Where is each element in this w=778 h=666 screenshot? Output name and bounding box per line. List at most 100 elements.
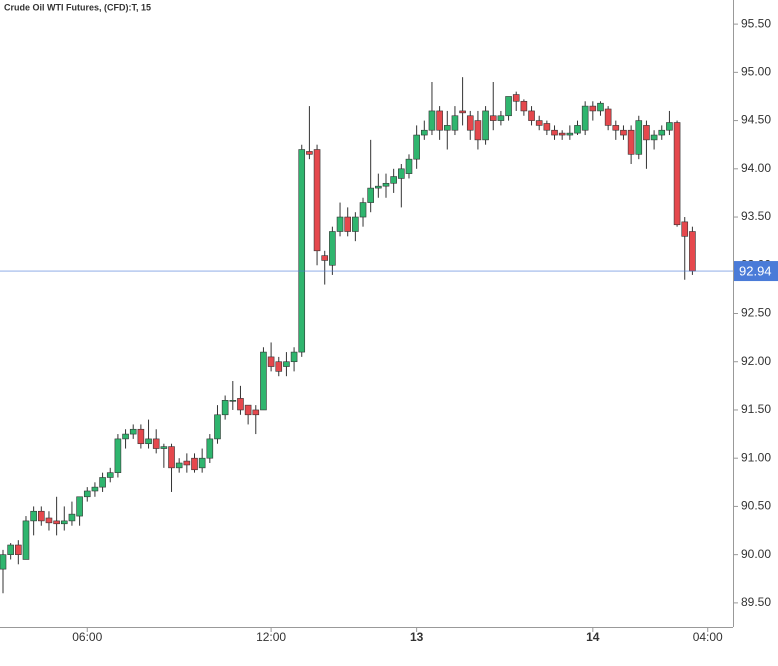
candle-body bbox=[183, 460, 191, 466]
candle-body bbox=[321, 255, 329, 261]
candle-body bbox=[620, 129, 627, 136]
candle-body bbox=[175, 462, 183, 469]
candle-body bbox=[566, 132, 574, 136]
candle-body bbox=[298, 149, 306, 353]
candle-body bbox=[275, 361, 283, 372]
candle-body bbox=[106, 472, 114, 478]
price-label-box bbox=[734, 261, 778, 282]
candle-body bbox=[30, 510, 37, 522]
candle-body bbox=[352, 216, 359, 232]
candle-body bbox=[214, 414, 221, 440]
candle-body bbox=[191, 457, 198, 471]
x-tick-label: 04:00 bbox=[693, 630, 723, 644]
candle-body bbox=[137, 428, 145, 445]
candle-body bbox=[658, 129, 666, 136]
candle-body bbox=[589, 105, 597, 112]
candle-body bbox=[114, 438, 122, 473]
candle-body bbox=[428, 110, 436, 131]
candle-body bbox=[160, 446, 168, 449]
candle-body bbox=[68, 513, 76, 522]
candle-body bbox=[252, 409, 260, 416]
candle-body bbox=[168, 446, 175, 469]
candle-body bbox=[359, 202, 367, 218]
y-tick-label: 91.50 bbox=[741, 402, 771, 416]
candle-body bbox=[306, 151, 313, 155]
candle-body bbox=[520, 100, 528, 112]
candle-body bbox=[313, 149, 321, 252]
candle-body bbox=[0, 554, 7, 570]
price-label: 92.94 bbox=[739, 263, 772, 278]
candle-body bbox=[451, 115, 459, 131]
x-tick-label: 13 bbox=[410, 630, 424, 644]
candle-body bbox=[344, 216, 352, 232]
candle-body bbox=[474, 120, 482, 141]
candle-body bbox=[99, 477, 106, 488]
candle-body bbox=[689, 231, 696, 272]
candle-body bbox=[22, 520, 30, 560]
y-tick-label: 95.50 bbox=[741, 16, 771, 30]
candle-body bbox=[390, 176, 397, 184]
candle-body bbox=[283, 361, 290, 367]
candle-body bbox=[267, 356, 275, 367]
candle-body bbox=[643, 125, 650, 141]
candle-body bbox=[551, 129, 558, 136]
candle-body bbox=[221, 400, 229, 416]
x-tick-label: 12:00 bbox=[256, 630, 286, 644]
y-tick-label: 93.50 bbox=[741, 209, 771, 223]
chart-title: Crude Oil WTI Futures, (CFD):T, 15 bbox=[4, 2, 151, 12]
candle-body bbox=[290, 351, 298, 363]
x-tick-label: 14 bbox=[586, 630, 600, 644]
candle-body bbox=[482, 110, 489, 141]
candle-body bbox=[53, 520, 60, 525]
candle-body bbox=[443, 125, 451, 131]
candle-body bbox=[45, 517, 53, 524]
candle-body bbox=[436, 110, 443, 131]
candle-body bbox=[367, 187, 374, 203]
y-tick-label: 90.00 bbox=[741, 547, 771, 561]
candle-body bbox=[37, 510, 45, 522]
candle-body bbox=[627, 129, 635, 155]
y-tick-label: 91.00 bbox=[741, 450, 771, 464]
y-tick-label: 94.50 bbox=[741, 113, 771, 127]
candle-body bbox=[597, 102, 604, 112]
candle-body bbox=[489, 115, 497, 121]
candle-body bbox=[459, 110, 466, 114]
y-tick-label: 95.00 bbox=[741, 65, 771, 79]
candle-body bbox=[7, 544, 14, 555]
candle-body bbox=[604, 108, 612, 126]
candle-body bbox=[375, 185, 382, 189]
candle-body bbox=[673, 122, 681, 226]
candle-body bbox=[413, 134, 420, 160]
x-tick-label: 06:00 bbox=[72, 630, 102, 644]
candle-body bbox=[528, 110, 535, 121]
candle-body bbox=[581, 105, 589, 131]
candle-body bbox=[681, 221, 689, 237]
candle-body bbox=[420, 129, 428, 136]
y-tick-label: 89.50 bbox=[741, 595, 771, 609]
candle-body bbox=[535, 120, 543, 126]
candle-body bbox=[505, 96, 512, 117]
candle-body bbox=[145, 438, 152, 445]
candle-body bbox=[83, 490, 91, 498]
candle-body bbox=[512, 94, 520, 102]
candle-body bbox=[129, 428, 137, 435]
candle-body bbox=[237, 398, 244, 411]
candle-body bbox=[206, 438, 214, 459]
candle-body bbox=[543, 123, 551, 131]
candle-body bbox=[398, 168, 405, 179]
candle-body bbox=[635, 120, 643, 155]
y-tick-label: 90.50 bbox=[741, 499, 771, 513]
candle-body bbox=[91, 486, 99, 492]
candle-body bbox=[122, 433, 129, 440]
candle-body bbox=[666, 122, 673, 131]
candle-body bbox=[76, 496, 83, 517]
candle-body bbox=[466, 115, 474, 131]
candle-body bbox=[558, 132, 566, 136]
candle-body bbox=[60, 520, 68, 525]
candle-body bbox=[336, 216, 344, 232]
candle-body bbox=[382, 182, 390, 187]
candle-body bbox=[198, 457, 206, 469]
candle-body bbox=[260, 351, 267, 411]
